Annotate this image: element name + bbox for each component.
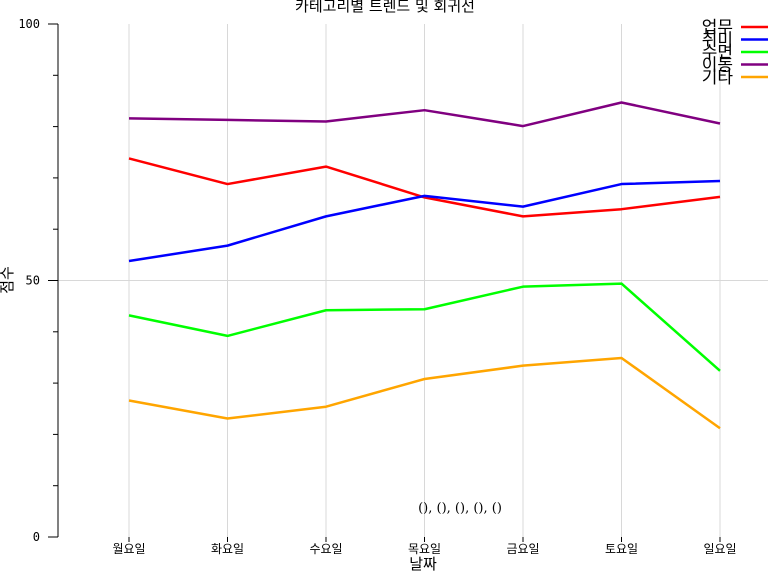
y-tick-label: 50: [26, 274, 40, 288]
grid: [58, 24, 768, 537]
x-tick-label: 화요일: [211, 542, 244, 556]
x-tick-label: 목요일: [408, 542, 441, 556]
legend-label: 기타: [702, 68, 734, 88]
y-tick-label: 0: [33, 530, 40, 544]
x-tick-label: 수요일: [309, 542, 342, 556]
y-axis-title: 점수: [0, 266, 16, 294]
chart-title: 카테고리별 트렌드 및 회귀선: [295, 0, 475, 15]
x-tick-label: 금요일: [506, 542, 539, 556]
x-tick-label: 토요일: [605, 542, 638, 556]
x-tick-label: 일요일: [703, 542, 736, 556]
tick-labels: 월요일 화요일 수요일 목요일 금요일 토요일 일요일 0 50 100: [18, 17, 736, 556]
y-tick-label: 100: [18, 17, 40, 31]
x-axis-title: 날짜: [409, 555, 437, 573]
annotation-text: (), (), (), (), (): [418, 501, 502, 516]
x-tick-label: 월요일: [112, 542, 145, 556]
